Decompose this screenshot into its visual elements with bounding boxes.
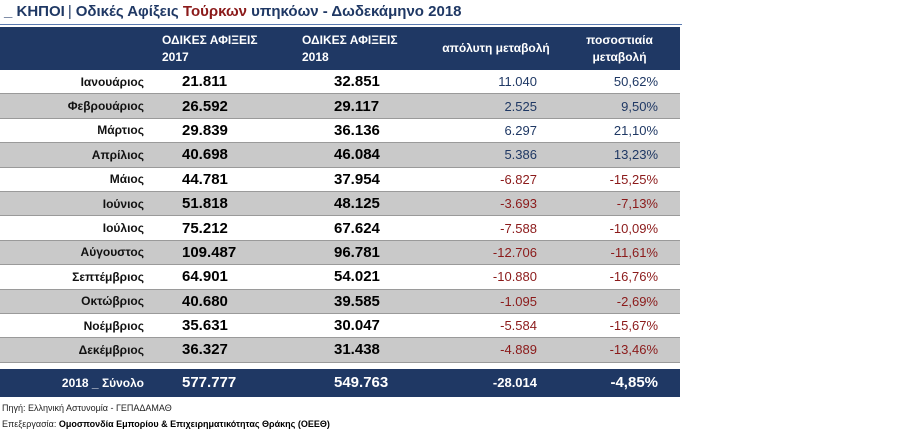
abs-change-cell: 5.386: [433, 143, 559, 168]
arrivals-2018-cell: 32.851: [290, 70, 433, 95]
table-row: Ιανουάριος 21.811 32.851 11.040 50,62%: [0, 70, 680, 95]
arrivals-2018-cell: 29.117: [290, 94, 433, 119]
arrivals-2018-cell: 67.624: [290, 216, 433, 241]
total-label: 2018 _ Σύνολο: [61, 375, 144, 390]
pct-change-cell: 9,50%: [559, 94, 680, 119]
month-cell: Νοέμβριος: [0, 314, 150, 339]
arrivals-2017-cell: 26.592: [150, 94, 290, 119]
pct-change-cell: -2,69%: [559, 290, 680, 314]
header-arrivals-2018: ΟΔΙΚΕΣ ΑΦΙΞΕΙΣ 2018: [302, 32, 398, 64]
table-row: Δεκέμβριος 36.327 31.438 -4.889 -13,46%: [0, 338, 680, 363]
title-text-end: υπηκόων - Δωδεκάμηνο 2018: [247, 3, 462, 20]
abs-change-cell: 11.040: [433, 70, 559, 95]
table-row: Μάιος 44.781 37.954 -6.827 -15,25%: [0, 167, 680, 192]
month-cell: Αύγουστος: [0, 241, 150, 266]
month-cell: Σεπτέμβριος: [0, 265, 150, 290]
table-body: Ιανουάριος 21.811 32.851 11.040 50,62% Φεβρου…: [0, 70, 680, 363]
header-arrivals-2017: ΟΔΙΚΕΣ ΑΦΙΞΕΙΣ 2017: [162, 32, 258, 64]
title-separator: |: [67, 3, 72, 20]
page-title: _ ΚΗΠΟΙ | Οδικές Αφίξεις Τούρκων υπηκόων -…: [4, 3, 462, 25]
table-row: Φεβρουάριος 26.592 29.117 2.525 9,50%: [0, 94, 680, 119]
abs-change-cell: -12.706: [433, 241, 559, 266]
month-cell: Μάρτιος: [0, 119, 150, 144]
arrivals-2018-cell: 36.136: [290, 119, 433, 144]
source-note: Πηγή: Ελληνική Αστυνομία - ΓΕΠΑΔΑΜΑΘ: [2, 403, 172, 413]
abs-change-cell: -5.584: [433, 314, 559, 339]
total-row: 2018 _ Σύνολο 577.777 549.763 -28.014 -4…: [0, 368, 680, 397]
pct-change-cell: 21,10%: [559, 119, 680, 144]
abs-change-cell: -3.693: [433, 192, 559, 217]
title-text: Οδικές Αφίξεις: [75, 3, 183, 20]
arrivals-2017-cell: 35.631: [150, 314, 290, 339]
total-2018: 549.763: [334, 374, 389, 392]
table-row: Οκτώβριος 40.680 39.585 -1.095 -2,69%: [0, 289, 680, 314]
editor-label: Επεξεργασία:: [2, 419, 59, 429]
arrivals-2017-cell: 64.901: [150, 265, 290, 290]
month-cell: Απρίλιος: [0, 143, 150, 168]
arrivals-2018-cell: 30.047: [290, 314, 433, 339]
total-2017: 577.777: [182, 374, 237, 392]
arrivals-2017-cell: 40.698: [150, 143, 290, 168]
month-cell: Δεκέμβριος: [0, 338, 150, 363]
arrivals-2017-cell: 75.212: [150, 216, 290, 241]
arrivals-2017-cell: 51.818: [150, 192, 290, 217]
pct-change-cell: -7,13%: [559, 192, 680, 217]
arrivals-2018-cell: 48.125: [290, 192, 433, 217]
table-header-row: ΟΔΙΚΕΣ ΑΦΙΞΕΙΣ 2017 ΟΔΙΚΕΣ ΑΦΙΞΕΙΣ 2018 …: [0, 27, 680, 70]
editor-name: Ομοσπονδία Εμπορίου & Επιχειρηματικότητα…: [58, 419, 330, 429]
arrivals-2017-cell: 44.781: [150, 168, 290, 192]
table-row: Νοέμβριος 35.631 30.047 -5.584 -15,67%: [0, 313, 680, 339]
arrivals-2017-cell: 109.487: [150, 241, 290, 266]
pct-change-cell: -11,61%: [559, 241, 680, 266]
pct-change-cell: -15,67%: [559, 314, 680, 339]
pct-change-cell: -16,76%: [559, 265, 680, 290]
pct-change-cell: -13,46%: [559, 338, 680, 363]
month-cell: Ιούλιος: [0, 216, 150, 241]
header-month: [0, 27, 150, 70]
month-cell: Φεβρουάριος: [0, 94, 150, 119]
table-row: Αύγουστος 109.487 96.781 -12.706 -11,61%: [0, 240, 680, 266]
arrivals-table: ΟΔΙΚΕΣ ΑΦΙΞΕΙΣ 2017 ΟΔΙΚΕΣ ΑΦΙΞΕΙΣ 2018 …: [0, 27, 680, 397]
abs-change-cell: -10.880: [433, 265, 559, 290]
total-abs-change: -28.014: [492, 375, 537, 391]
title-divider: [0, 24, 682, 25]
total-spacer: [0, 362, 680, 369]
title-highlight: Τούρκων: [182, 3, 247, 20]
arrivals-2018-cell: 46.084: [290, 143, 433, 168]
pct-change-cell: -10,09%: [559, 216, 680, 241]
table-row: Απρίλιος 40.698 46.084 5.386 13,23%: [0, 143, 680, 168]
header-abs-change: απόλυτη μεταβολή: [442, 41, 550, 55]
pct-change-cell: 13,23%: [559, 143, 680, 168]
abs-change-cell: -1.095: [433, 290, 559, 314]
arrivals-2017-cell: 21.811: [150, 70, 290, 95]
header-pct-change: ποσοστιαία μεταβολή: [586, 32, 653, 64]
editor-note: Επεξεργασία: Ομοσπονδία Εμπορίου & Επιχε…: [2, 419, 330, 429]
arrivals-2018-cell: 31.438: [290, 338, 433, 363]
table-row: Ιούνιος 51.818 48.125 -3.693 -7,13%: [0, 191, 680, 217]
total-pct-change: -4,85%: [610, 374, 658, 392]
table-row: Ιούλιος 75.212 67.624 -7.588 -10,09%: [0, 216, 680, 241]
arrivals-2018-cell: 39.585: [290, 290, 433, 314]
pct-change-cell: -15,25%: [559, 168, 680, 192]
arrivals-2018-cell: 54.021: [290, 265, 433, 290]
table-row: Μάρτιος 29.839 36.136 6.297 21,10%: [0, 118, 680, 144]
month-cell: Ιανουάριος: [0, 70, 150, 95]
pct-change-cell: 50,62%: [559, 70, 680, 95]
month-cell: Μάιος: [0, 168, 150, 192]
month-cell: Οκτώβριος: [0, 290, 150, 314]
month-cell: Ιούνιος: [0, 192, 150, 217]
arrivals-2017-cell: 29.839: [150, 119, 290, 144]
arrivals-2018-cell: 96.781: [290, 241, 433, 266]
abs-change-cell: -6.827: [433, 168, 559, 192]
arrivals-2017-cell: 36.327: [150, 338, 290, 363]
abs-change-cell: 6.297: [433, 119, 559, 144]
table-row: Σεπτέμβριος 64.901 54.021 -10.880 -16,76%: [0, 265, 680, 290]
abs-change-cell: -7.588: [433, 216, 559, 241]
arrivals-2018-cell: 37.954: [290, 168, 433, 192]
arrivals-2017-cell: 40.680: [150, 290, 290, 314]
abs-change-cell: 2.525: [433, 94, 559, 119]
title-prefix: _ ΚΗΠΟΙ: [4, 3, 65, 20]
abs-change-cell: -4.889: [433, 338, 559, 363]
